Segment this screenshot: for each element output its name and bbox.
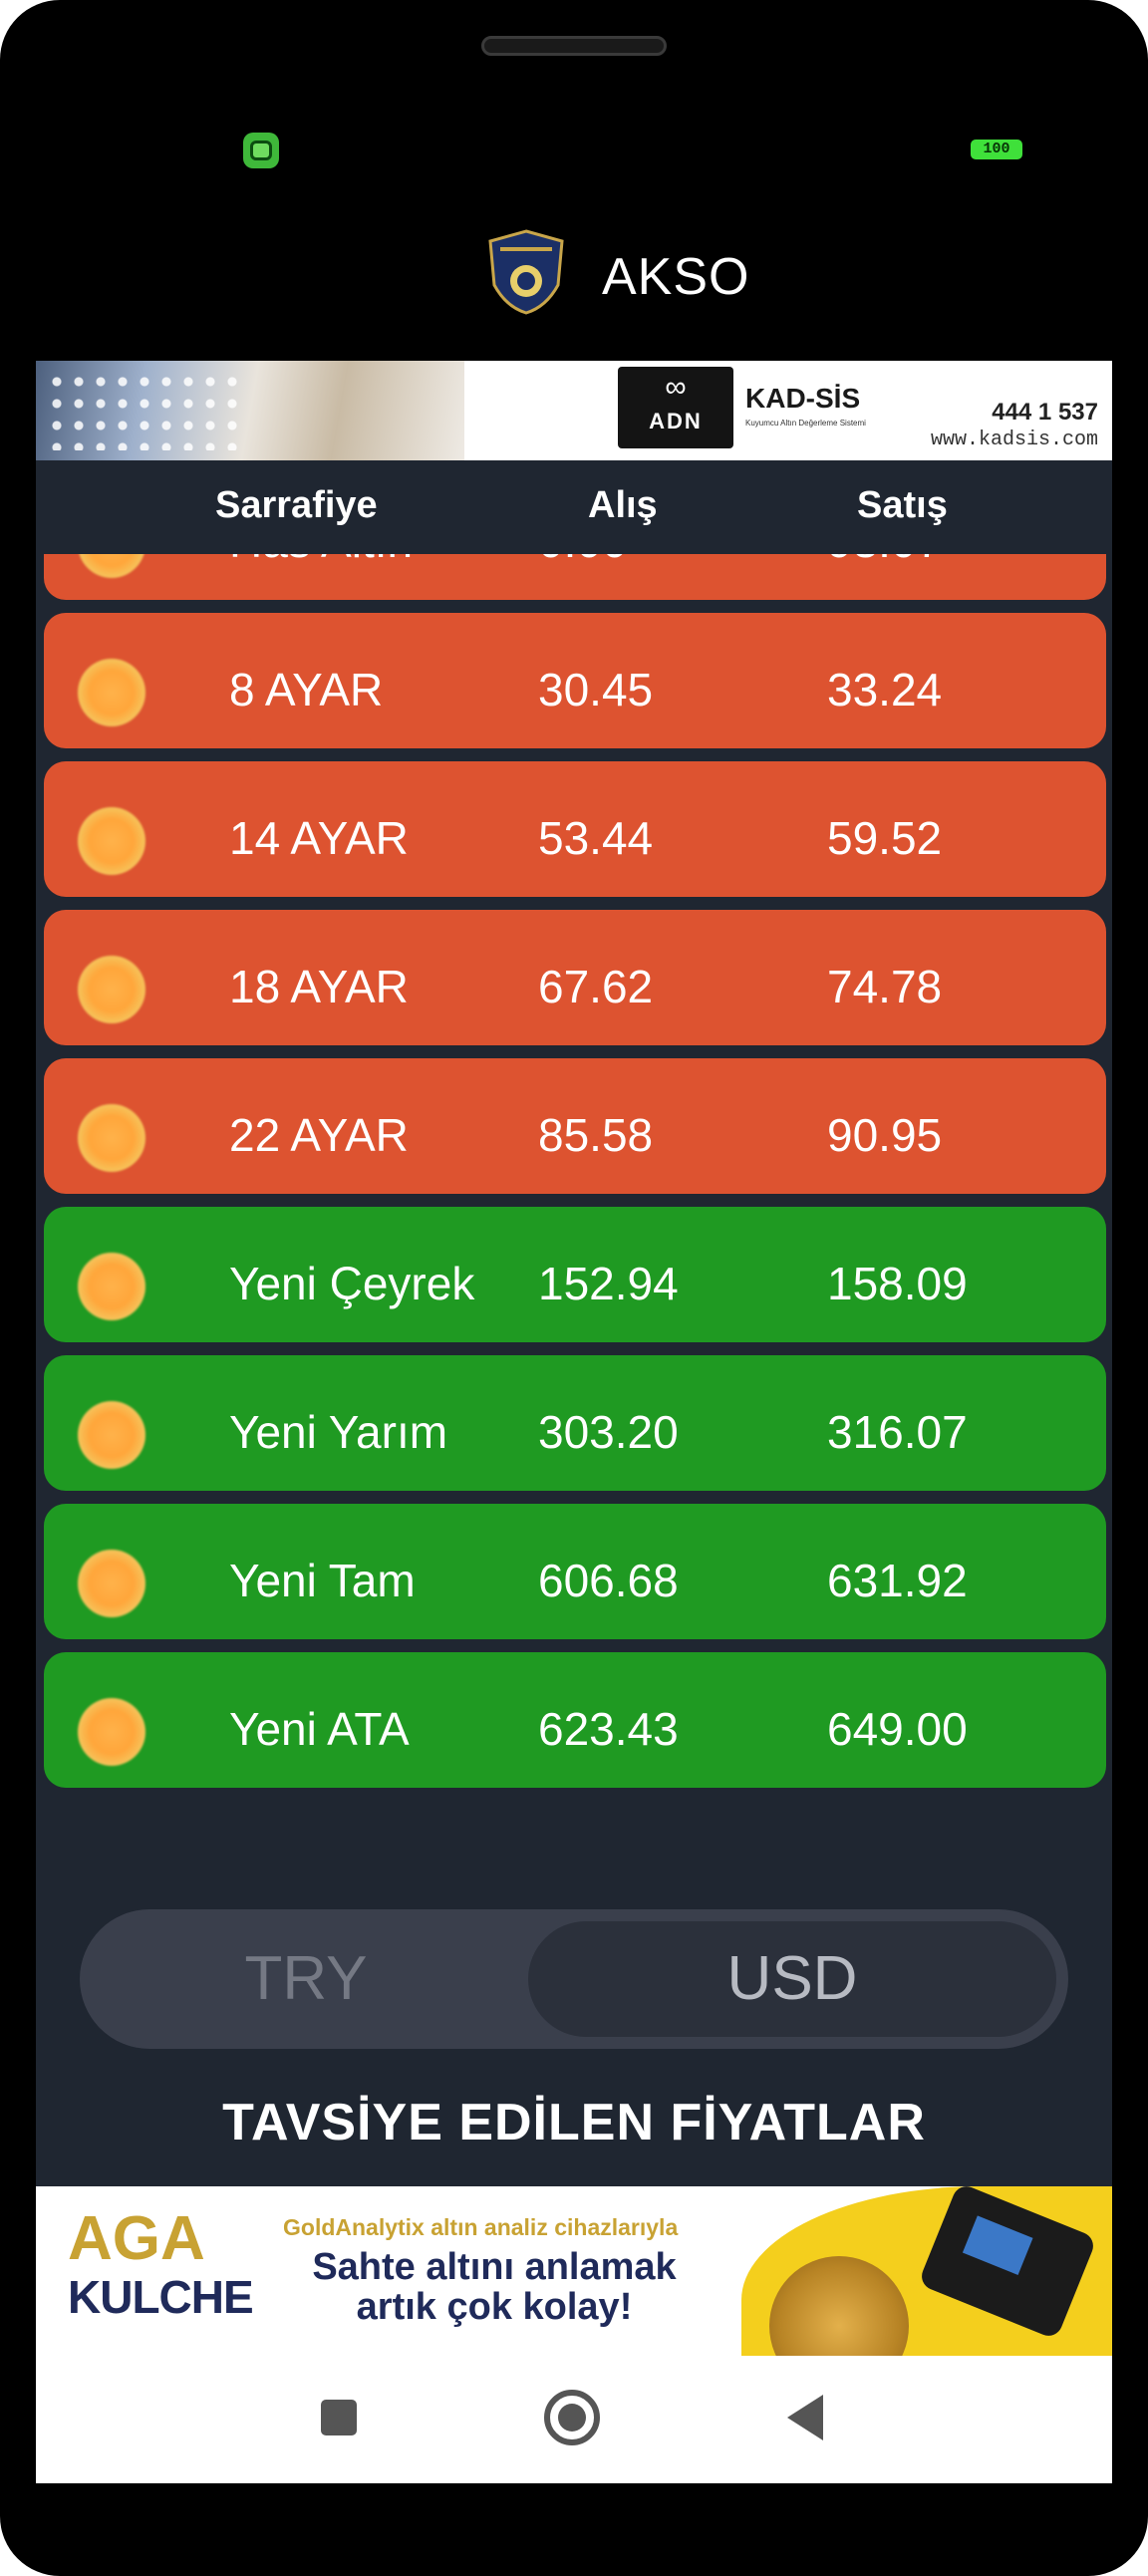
row-sell-price: 316.07 xyxy=(827,1406,968,1458)
back-triangle-icon xyxy=(787,2395,823,2440)
row-buy-price: 85.58 xyxy=(538,1109,654,1161)
row-sell-price: 74.78 xyxy=(827,961,943,1012)
ad-phone-number: 444 1 537 xyxy=(992,399,1098,426)
akso-logo-icon xyxy=(488,229,564,315)
row-name: Yeni Tam xyxy=(229,1555,416,1606)
ad-line-3: artık çok kolay! xyxy=(356,2286,633,2328)
row-buy-price: 606.68 xyxy=(538,1555,679,1606)
currency-option-try[interactable]: TRY xyxy=(244,1944,368,2013)
table-header: Sarrafiye Alış Satış xyxy=(36,460,1112,554)
currency-option-usd[interactable]: USD xyxy=(528,1921,1056,2037)
coin-icon xyxy=(78,1253,145,1320)
row-name: 22 AYAR xyxy=(229,1109,409,1161)
header-sell: Satış xyxy=(857,484,948,526)
price-row[interactable]: 22 AYAR 85.58 90.95 xyxy=(44,1058,1106,1194)
app-header: AKSO xyxy=(36,209,1112,359)
system-nav-bar xyxy=(36,2356,1112,2483)
ad-line-2: Sahte altını anlamak xyxy=(312,2246,677,2288)
bottom-ad-banner[interactable]: AGA KULCHE GoldAnalytix altın analiz cih… xyxy=(36,2186,1112,2356)
header-buy: Alış xyxy=(588,484,658,526)
aga-brand: AGA xyxy=(68,2204,205,2273)
speaker-grille xyxy=(481,36,667,56)
price-row[interactable]: Yeni ATA 623.43 649.00 xyxy=(44,1652,1106,1788)
adn-logo: ∞ ADN xyxy=(618,367,733,448)
row-buy-price: 152.94 xyxy=(538,1258,679,1309)
row-buy-price: 67.62 xyxy=(538,961,654,1012)
price-list[interactable]: Has Altın 0.00 93.07 8 AYAR 30.45 33.24 14 AYA… xyxy=(36,554,1112,1820)
row-buy-price: 0.00 xyxy=(538,554,628,568)
circle-icon xyxy=(544,2390,600,2445)
coin-icon xyxy=(78,1401,145,1469)
coin-icon xyxy=(78,659,145,726)
row-sell-price: 631.92 xyxy=(827,1555,968,1606)
back-button[interactable] xyxy=(773,2386,837,2449)
infinity-icon: ∞ xyxy=(665,371,687,404)
coin-icon xyxy=(78,1104,145,1172)
decor-dots xyxy=(46,371,245,450)
row-buy-price: 30.45 xyxy=(538,664,654,716)
row-sell-price: 59.52 xyxy=(827,812,943,864)
app-screen: ∞ ADN KAD-SİS Kuyumcu Altın Değerleme Si… xyxy=(36,361,1112,2483)
recents-button[interactable] xyxy=(307,2386,371,2449)
price-row[interactable]: Yeni Tam 606.68 631.92 xyxy=(44,1504,1106,1639)
row-name: 14 AYAR xyxy=(229,812,409,864)
coin-icon xyxy=(78,807,145,875)
row-name: 8 AYAR xyxy=(229,664,384,716)
row-sell-price: 90.95 xyxy=(827,1109,943,1161)
ad-headline: GoldAnalytix altın analiz cihazlarıyla xyxy=(283,2214,679,2240)
header-name: Sarrafiye xyxy=(215,484,378,526)
row-buy-price: 53.44 xyxy=(538,812,654,864)
section-title: TAVSİYE EDİLEN FİYATLAR xyxy=(222,2094,926,2151)
coin-icon xyxy=(78,1550,145,1617)
row-name: Yeni Çeyrek xyxy=(229,1258,475,1309)
coin-icon xyxy=(78,1698,145,1766)
top-ad-banner[interactable]: ∞ ADN KAD-SİS Kuyumcu Altın Değerleme Si… xyxy=(36,361,1112,460)
price-row[interactable]: Yeni Yarım 303.20 316.07 xyxy=(44,1355,1106,1491)
android-notification-icon xyxy=(243,133,279,168)
price-row[interactable]: Yeni Çeyrek 152.94 158.09 xyxy=(44,1207,1106,1342)
coin-icon xyxy=(78,956,145,1023)
row-sell-price: 93.07 xyxy=(827,554,942,568)
row-sell-price: 33.24 xyxy=(827,664,943,716)
ad-website: www.kadsis.com xyxy=(930,429,1098,451)
currency-toggle[interactable]: TRY USD xyxy=(80,1909,1068,2049)
row-buy-price: 303.20 xyxy=(538,1406,679,1458)
row-name: Yeni ATA xyxy=(229,1703,410,1755)
kulche-brand: KULCHE xyxy=(68,2271,254,2323)
price-row[interactable]: 14 AYAR 53.44 59.52 xyxy=(44,761,1106,897)
row-sell-price: 649.00 xyxy=(827,1703,968,1755)
row-buy-price: 623.43 xyxy=(538,1703,679,1755)
row-sell-price: 158.09 xyxy=(827,1258,968,1309)
row-name: Yeni Yarım xyxy=(229,1406,448,1458)
row-name: Has Altın xyxy=(229,554,413,568)
price-row[interactable]: 8 AYAR 30.45 33.24 xyxy=(44,613,1106,748)
row-name: 18 AYAR xyxy=(229,961,409,1012)
square-icon xyxy=(321,2400,357,2435)
battery-indicator: 100 xyxy=(971,140,1022,159)
price-row[interactable]: 18 AYAR 67.62 74.78 xyxy=(44,910,1106,1045)
kadsis-brand: KAD-SİS xyxy=(745,383,861,414)
kadsis-tagline: Kuyumcu Altın Değerleme Sistemi xyxy=(745,419,866,428)
coin-icon xyxy=(78,554,145,578)
app-title: AKSO xyxy=(602,248,750,306)
home-button[interactable] xyxy=(540,2386,604,2449)
price-row[interactable]: Has Altın 0.00 93.07 xyxy=(44,554,1106,600)
